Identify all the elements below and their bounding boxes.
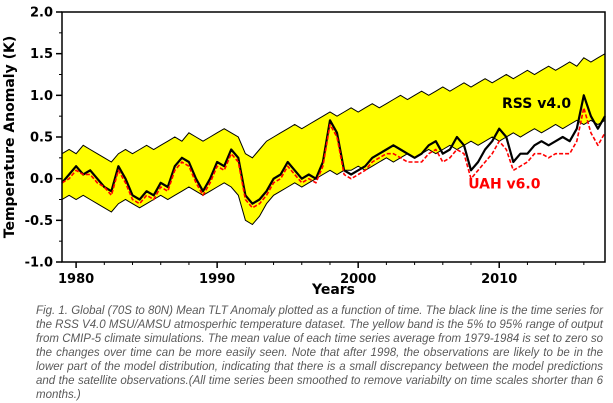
y-tick-label: 2.0 <box>30 6 53 21</box>
temperature-anomaly-plot: -1.0 -0.5 0.0 0.5 1.0 1.5 2.0 1980 1990 2000 2010 Y… <box>2 6 606 298</box>
y-tick-label: 0.0 <box>30 172 53 187</box>
y-tick-label: 0.5 <box>30 131 53 146</box>
y-tick-label: 1.5 <box>30 47 53 62</box>
cmip5-band <box>61 52 606 226</box>
x-tick-label: 2000 <box>340 272 376 287</box>
rss-line <box>61 94 606 205</box>
y-tick-label: 1.0 <box>30 89 53 104</box>
uah-label: UAH v6.0 <box>468 177 541 193</box>
y-axis-title: Temperature Anomaly (K) <box>2 36 18 238</box>
x-tick-label: 2010 <box>481 272 517 287</box>
x-axis-title: Years <box>311 282 355 298</box>
uah-line <box>61 107 606 209</box>
x-tick-label: 1980 <box>58 272 94 287</box>
rss-label: RSS v4.0 <box>502 96 571 112</box>
x-tick-label: 1990 <box>199 272 235 287</box>
y-tick-label: -0.5 <box>25 214 53 229</box>
figure-caption: Fig. 1. Global (70S to 80N) Mean TLT Ano… <box>36 305 603 402</box>
temperature-chart: -1.0 -0.5 0.0 0.5 1.0 1.5 2.0 1980 1990 2000 2010 Y… <box>2 6 606 298</box>
y-tick-label: -1.0 <box>25 256 53 271</box>
